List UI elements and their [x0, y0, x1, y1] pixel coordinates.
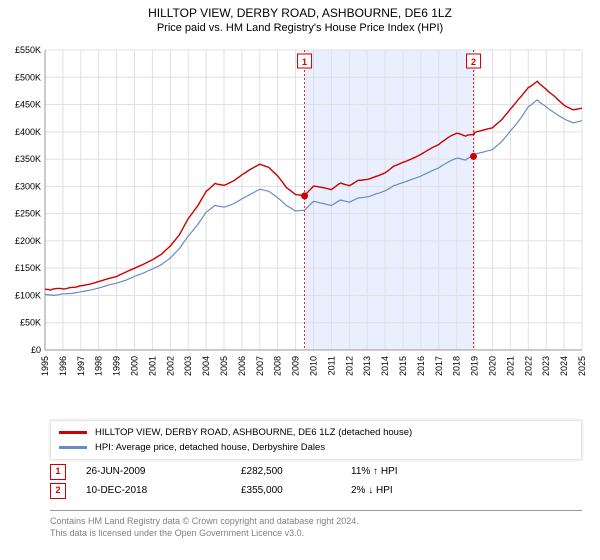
- svg-text:2005: 2005: [219, 356, 229, 376]
- svg-text:£200K: £200K: [15, 236, 41, 246]
- svg-text:2003: 2003: [183, 356, 193, 376]
- svg-text:£250K: £250K: [15, 209, 41, 219]
- svg-text:£400K: £400K: [15, 127, 41, 137]
- transaction-price: £282,500: [241, 462, 351, 481]
- transaction-index-box: 1: [50, 464, 66, 480]
- title-block: HILLTOP VIEW, DERBY ROAD, ASHBOURNE, DE6…: [0, 0, 600, 34]
- transaction-hpi: 11% ↑ HPI: [351, 462, 471, 481]
- svg-text:2017: 2017: [434, 356, 444, 376]
- svg-text:2001: 2001: [147, 356, 157, 376]
- svg-text:2021: 2021: [505, 356, 515, 376]
- svg-text:2023: 2023: [541, 356, 551, 376]
- svg-text:2018: 2018: [452, 356, 462, 376]
- svg-text:2019: 2019: [470, 356, 480, 376]
- svg-text:2024: 2024: [559, 356, 569, 376]
- legend-swatch: [59, 446, 87, 449]
- svg-text:£50K: £50K: [20, 318, 41, 328]
- svg-text:1997: 1997: [76, 356, 86, 376]
- svg-text:2004: 2004: [201, 356, 211, 376]
- svg-text:2022: 2022: [523, 356, 533, 376]
- svg-text:£150K: £150K: [15, 263, 41, 273]
- svg-text:2015: 2015: [398, 356, 408, 376]
- chart-title: HILLTOP VIEW, DERBY ROAD, ASHBOURNE, DE6…: [0, 6, 600, 20]
- svg-text:£350K: £350K: [15, 154, 41, 164]
- footer-line: This data is licensed under the Open Gov…: [50, 527, 582, 539]
- transaction-price: £355,000: [241, 481, 351, 500]
- svg-text:2010: 2010: [309, 356, 319, 376]
- footer-line: Contains HM Land Registry data © Crown c…: [50, 515, 582, 527]
- svg-text:2009: 2009: [291, 356, 301, 376]
- svg-text:2016: 2016: [416, 356, 426, 376]
- chart-svg: £0 £50K £100K £150K £200K £250K £300K £350K £400…: [0, 40, 600, 410]
- chart-subtitle: Price paid vs. HM Land Registry's House …: [0, 22, 600, 34]
- table-row: 2 10-DEC-2018 £355,000 2% ↓ HPI: [50, 481, 582, 500]
- transaction-table: 1 26-JUN-2009 £282,500 11% ↑ HPI 2 10-DE…: [50, 462, 582, 500]
- svg-text:2020: 2020: [488, 356, 498, 376]
- svg-text:2013: 2013: [362, 356, 372, 376]
- svg-text:1995: 1995: [40, 356, 50, 376]
- table-row: 1 26-JUN-2009 £282,500 11% ↑ HPI: [50, 462, 582, 481]
- svg-text:£0: £0: [31, 345, 41, 355]
- svg-text:1999: 1999: [112, 356, 122, 376]
- svg-text:2: 2: [471, 57, 476, 67]
- svg-text:1: 1: [302, 57, 307, 67]
- chart-area: £0 £50K £100K £150K £200K £250K £300K £350K £400…: [0, 40, 600, 410]
- svg-text:£500K: £500K: [15, 72, 41, 82]
- legend-label: HPI: Average price, detached house, Derb…: [95, 440, 325, 455]
- svg-text:1996: 1996: [58, 356, 68, 376]
- svg-text:£100K: £100K: [15, 290, 41, 300]
- svg-text:2012: 2012: [344, 356, 354, 376]
- svg-text:2008: 2008: [273, 356, 283, 376]
- svg-text:2014: 2014: [380, 356, 390, 376]
- svg-text:2002: 2002: [165, 356, 175, 376]
- chart-container: HILLTOP VIEW, DERBY ROAD, ASHBOURNE, DE6…: [0, 0, 600, 560]
- legend-swatch: [59, 431, 87, 434]
- transaction-index-box: 2: [50, 483, 66, 499]
- svg-text:2006: 2006: [237, 356, 247, 376]
- svg-text:2025: 2025: [577, 356, 587, 376]
- svg-text:2011: 2011: [326, 356, 336, 375]
- svg-text:2000: 2000: [130, 356, 140, 376]
- legend-label: HILLTOP VIEW, DERBY ROAD, ASHBOURNE, DE6…: [95, 425, 412, 440]
- footer-text: Contains HM Land Registry data © Crown c…: [50, 510, 582, 539]
- transaction-date: 26-JUN-2009: [86, 462, 241, 481]
- legend-item: HPI: Average price, detached house, Derb…: [59, 440, 573, 455]
- svg-text:£450K: £450K: [15, 100, 41, 110]
- legend-item: HILLTOP VIEW, DERBY ROAD, ASHBOURNE, DE6…: [59, 425, 573, 440]
- transaction-date: 10-DEC-2018: [86, 481, 241, 500]
- legend: HILLTOP VIEW, DERBY ROAD, ASHBOURNE, DE6…: [50, 420, 582, 460]
- svg-text:£550K: £550K: [15, 45, 41, 55]
- svg-text:£300K: £300K: [15, 181, 41, 191]
- svg-text:1998: 1998: [94, 356, 104, 376]
- transaction-hpi: 2% ↓ HPI: [351, 481, 471, 500]
- svg-text:2007: 2007: [255, 356, 265, 376]
